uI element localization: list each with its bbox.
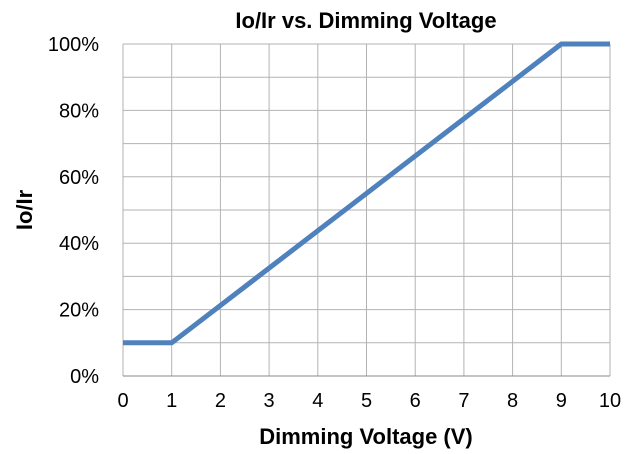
x-tick-label-4: 4	[312, 390, 323, 412]
y-tick-label-80: 80%	[59, 100, 99, 122]
y-tick-label-20: 20%	[59, 300, 99, 322]
chart-title: Io/Ir vs. Dimming Voltage	[235, 8, 496, 33]
x-tick-label-9: 9	[556, 390, 567, 412]
series-layer	[123, 41, 610, 346]
y-tick-label-40: 40%	[59, 233, 99, 255]
y-axis-label: Io/Ir	[12, 189, 37, 230]
x-tick-label-10: 10	[599, 390, 621, 412]
x-tick-label-7: 7	[458, 390, 469, 412]
grid	[122, 43, 611, 377]
x-tick-label-1: 1	[166, 390, 177, 412]
y-tick-label-0: 0%	[70, 366, 99, 388]
x-tick-label-3: 3	[264, 390, 275, 412]
tick-labels: 0 1 2 3 4 5 6 7 8 9 100%20%40%60%80%100%	[48, 34, 621, 412]
x-tick-label-8: 8	[507, 390, 518, 412]
x-tick-label-6: 6	[410, 390, 421, 412]
x-tick-label-0: 0	[117, 390, 128, 412]
x-axis-label: Dimming Voltage (V)	[259, 424, 473, 449]
y-tick-label-100: 100%	[48, 34, 99, 56]
y-tick-label-60: 60%	[59, 167, 99, 189]
x-tick-label-2: 2	[215, 390, 226, 412]
series-line-0	[123, 41, 610, 346]
x-tick-label-5: 5	[361, 390, 372, 412]
